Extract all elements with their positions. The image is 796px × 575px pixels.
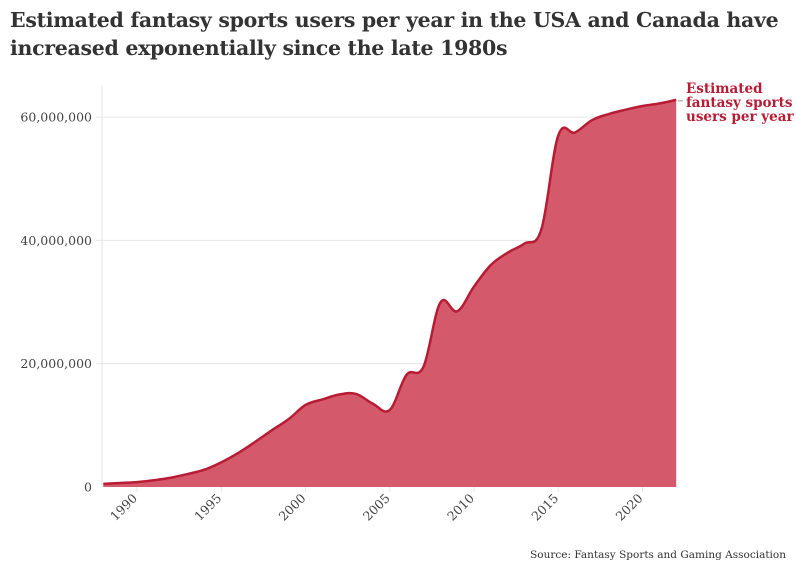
y-tick-label: 20,000,000 (20, 356, 92, 371)
series-label: users per year (686, 109, 794, 125)
series-line (103, 98, 677, 486)
series-label: Estimated (686, 81, 763, 97)
x-tick-label: 1995 (191, 491, 224, 524)
x-tick-label: 1990 (107, 490, 140, 523)
y-tick-label: 60,000,000 (20, 110, 92, 125)
y-tick-label: 40,000,000 (20, 233, 92, 248)
x-tick-label: 2005 (360, 491, 393, 524)
y-tick-label: 0 (84, 480, 92, 495)
x-tick-label: 2010 (444, 490, 477, 523)
chart-title: Estimated fantasy sports users per year … (10, 8, 779, 60)
series-label: fantasy sports (686, 95, 793, 111)
x-tick-label: 2000 (276, 490, 309, 523)
source-note: Source: Fantasy Sports and Gaming Associ… (530, 549, 786, 561)
area-fill (103, 99, 677, 487)
x-tick-label: 2020 (613, 490, 646, 523)
x-tick-label: 2015 (528, 491, 561, 524)
